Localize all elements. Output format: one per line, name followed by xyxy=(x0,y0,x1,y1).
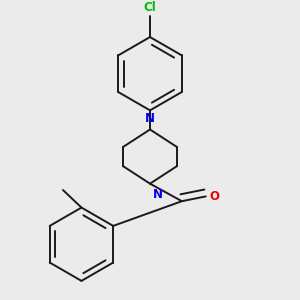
Text: Cl: Cl xyxy=(144,1,156,14)
Text: N: N xyxy=(152,188,163,201)
Text: N: N xyxy=(145,112,155,125)
Text: O: O xyxy=(210,190,220,203)
